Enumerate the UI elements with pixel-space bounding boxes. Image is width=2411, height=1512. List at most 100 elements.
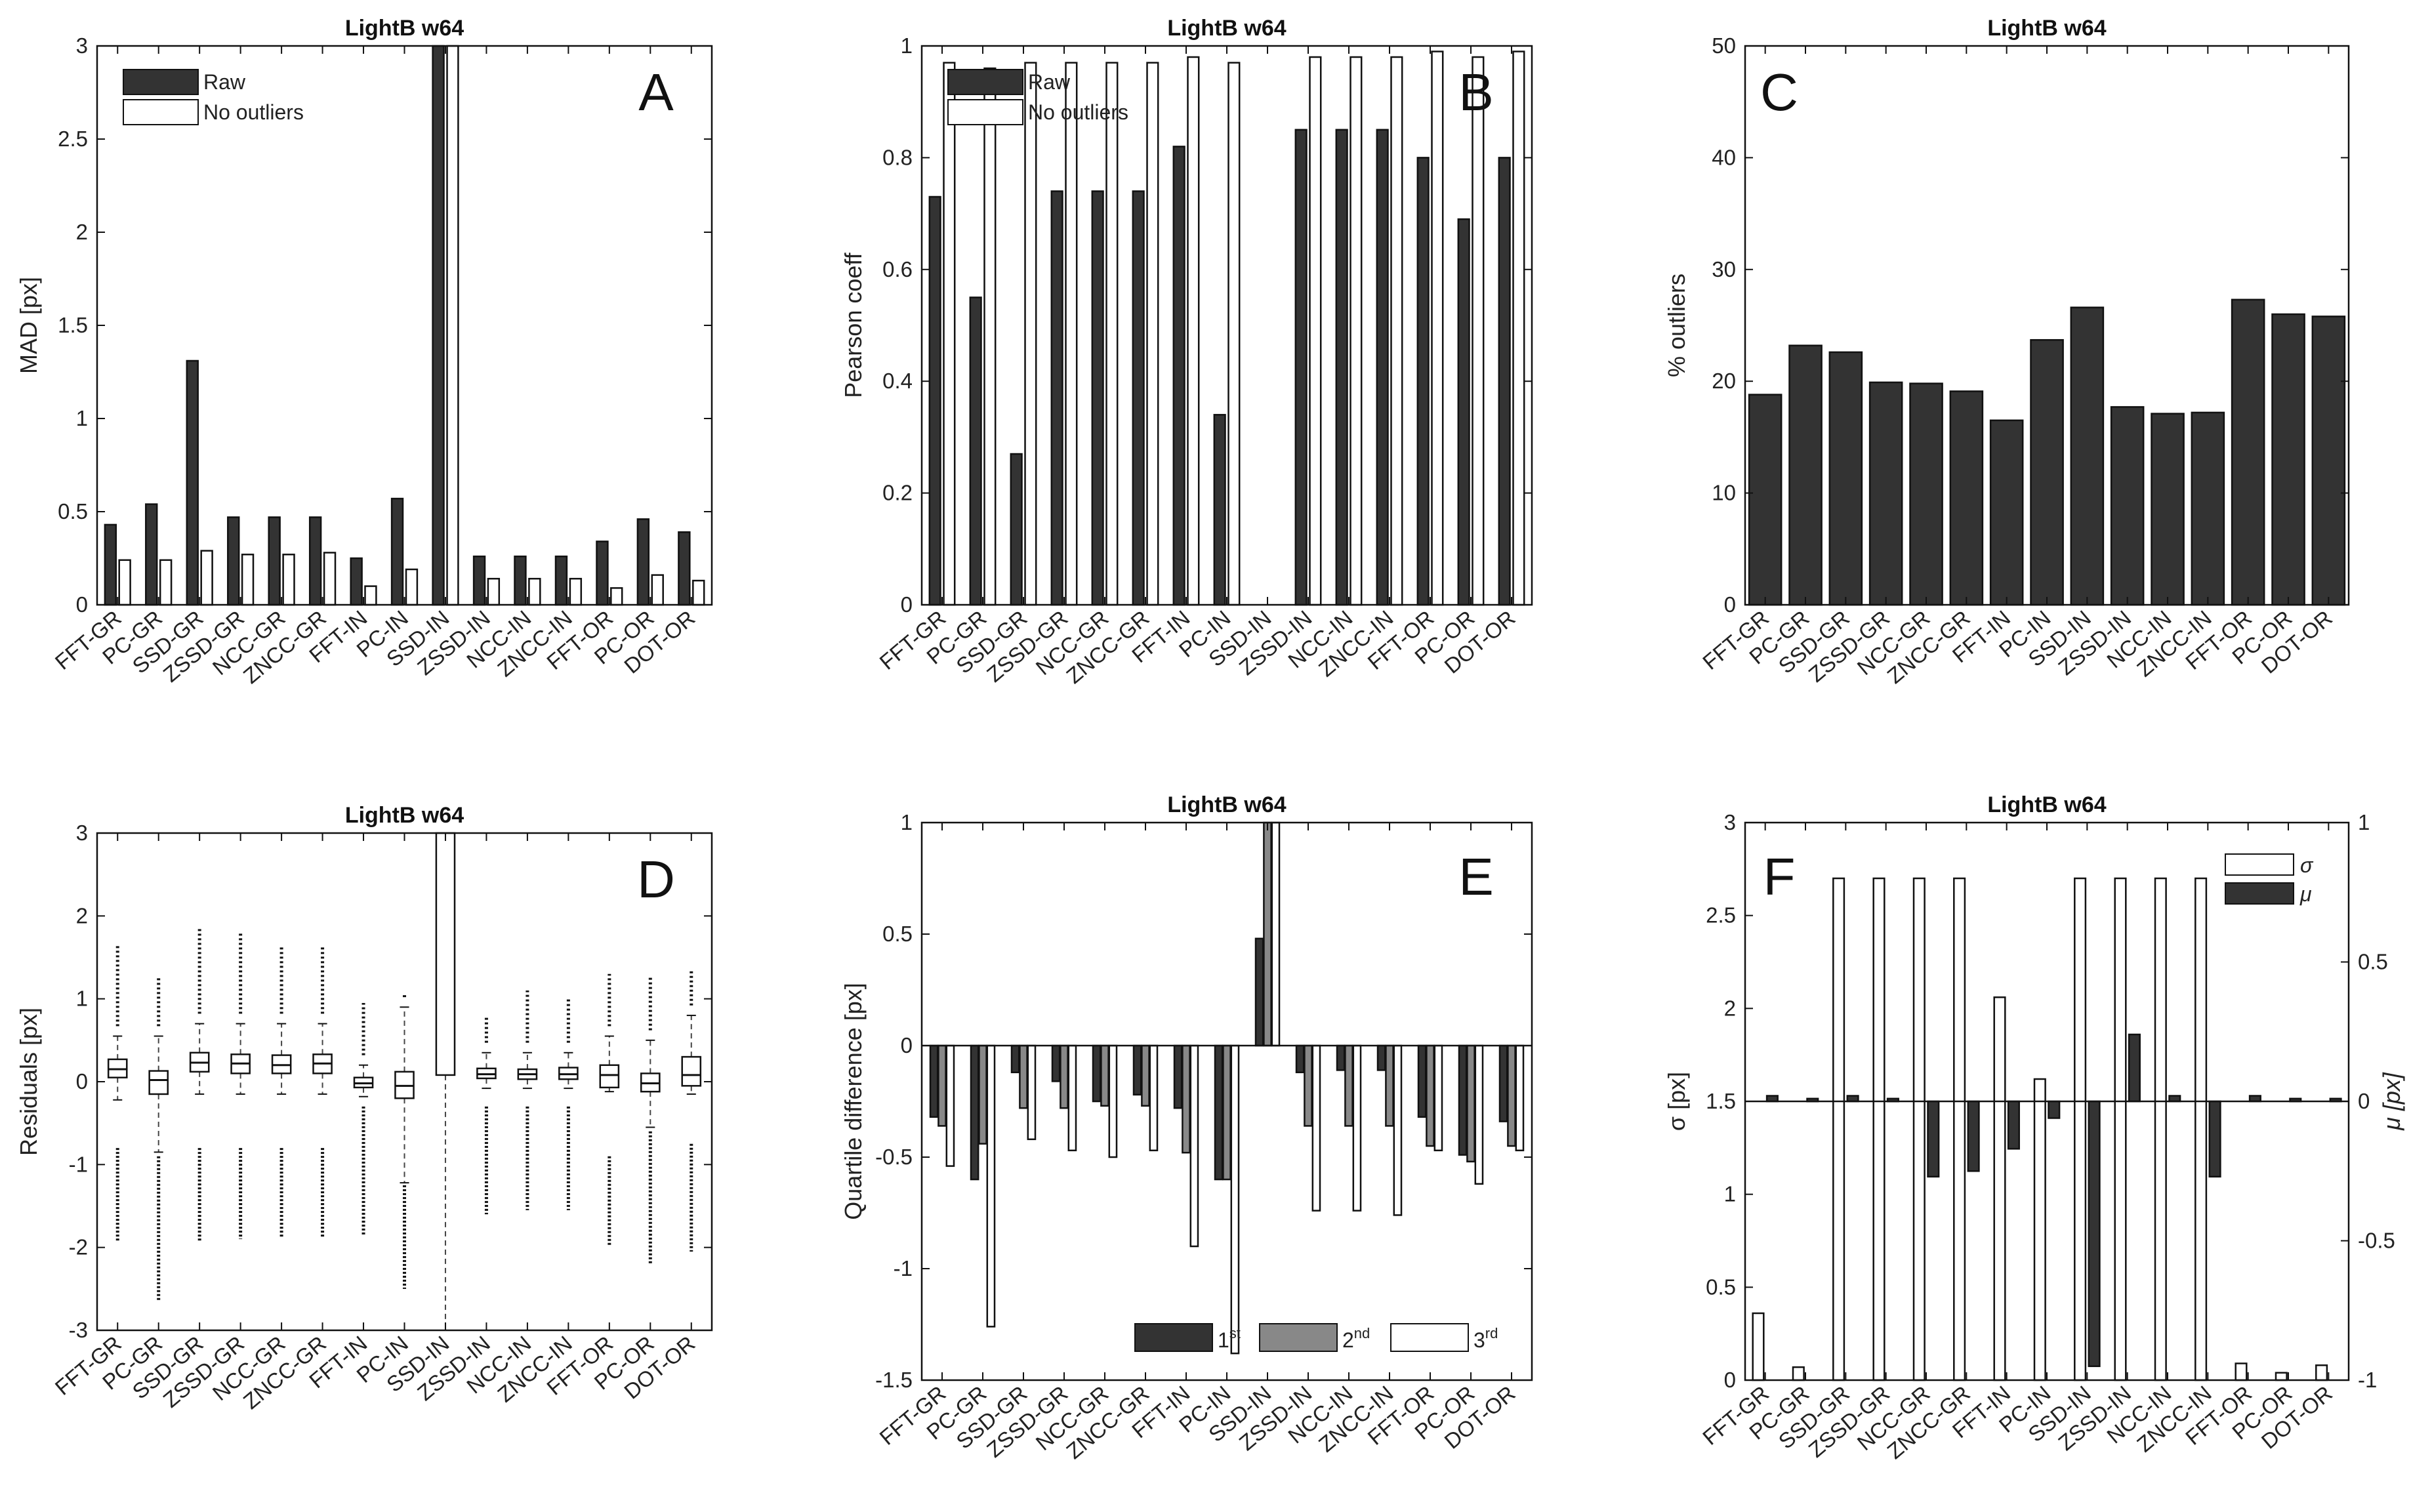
bar-nooutliers-fft-in [1187,56,1200,606]
bar-1st-fft-gr [929,1044,939,1118]
legend-label-no-outliers: No outliers [203,100,304,124]
legend: Raw No outliers [123,69,304,125]
box-zncc-gr [312,945,333,1238]
legend-label-number: 2 [1342,1328,1354,1352]
y-tick-label: 3 [1724,810,1736,834]
bar-2nd-dot-or [1507,1044,1516,1147]
y-axis: -3 -2 -1 0 1 2 3 [69,821,712,1342]
bar-2nd-fft-in [1182,1044,1191,1154]
bar-1st-zssd-in [1295,1044,1305,1074]
legend-label-suffix: nd [1354,1325,1370,1341]
y-tick-label: 2 [76,903,88,928]
bar-raw-zncc-in [1376,129,1389,606]
y-tick-label: 20 [1712,369,1736,393]
y-tick-label: 0.6 [882,257,913,281]
bar-1st-ncc-in [1336,1044,1346,1071]
legend-swatch-sigma [2225,853,2294,876]
bar-3rd-fft-gr [945,1044,955,1167]
box-ssd-gr [189,928,210,1241]
bar-2nd-fft-gr [938,1044,947,1127]
bar-2nd-pc-gr [978,1044,987,1145]
data-marks [1745,877,2349,1381]
box-fft-or [599,973,620,1245]
bar-3rd-ssd-in [1271,821,1281,1047]
bar--zncc-in [2195,877,2208,1381]
bar-raw-pc-in [1213,414,1226,606]
bar-outliers-zncc-in [2191,411,2225,606]
bar-outliers-ssd-in [2070,306,2105,606]
box-dot-or [681,970,702,1252]
bar-nooutliers-ssd-in [446,45,459,606]
legend-label-3rd: 3rd [1473,1325,1498,1352]
bar--pc-in [2033,1078,2046,1381]
bar-raw-zncc-in [554,555,568,606]
bar-raw-pc-gr [145,503,158,606]
bar-nooutliers-fft-in [364,585,377,606]
bar--fft-or [2248,1095,2261,1103]
bar--fft-in [2007,1100,2020,1150]
bar--ncc-gr [1927,1100,1940,1178]
bar-1st-zncc-gr [1132,1044,1142,1096]
y-tick-label: -1 [894,1256,913,1280]
y-tick-label-right: 0.5 [2358,950,2388,974]
box-ssd-in [435,832,456,1330]
y-tick-label: 30 [1712,257,1736,281]
bar-nooutliers-ncc-in [1350,56,1363,606]
bar-3rd-zssd-gr [1067,1044,1077,1152]
legend-swatch-1st [1134,1323,1213,1352]
y-tick-label: 0 [76,1069,88,1093]
bar-3rd-zssd-in [1311,1044,1321,1212]
y-tick-label: 1 [76,987,88,1011]
y-tick-label-right: -0.5 [2358,1229,2395,1253]
bar--fft-in [1993,996,2006,1381]
y-tick-label: 1 [76,406,88,430]
bar--zssd-in [2128,1033,2141,1103]
bar-nooutliers-zncc-gr [1146,62,1159,606]
y-axis-label: % outliers [1663,274,1690,377]
bar-3rd-fft-in [1189,1044,1199,1248]
y-tick-label: 0.5 [882,922,913,946]
bar-1st-ssd-gr [1010,1044,1020,1074]
legend-swatch-raw [947,69,1023,95]
box-body [599,1064,620,1089]
plot-area [922,46,1532,605]
bar-nooutliers-fft-or [1431,51,1444,606]
bar--pc-in [2048,1100,2061,1119]
box-body [435,832,456,1076]
chart-title: LightB w64 [1167,792,1286,817]
panel-letter: D [637,850,675,909]
bar-2nd-zncc-gr [1141,1044,1150,1107]
bar-outliers-pc-in [2030,338,2064,606]
box-zncc-in [558,998,579,1210]
y-tick-label-right: 1 [2358,810,2370,834]
bar-3rd-ssd-gr [1027,1044,1037,1141]
box-body [148,1070,169,1095]
bar-raw-zncc-gr [308,516,322,606]
panel-letter: A [638,63,674,121]
chart-title: LightB w64 [1987,16,2106,41]
legend-label-1st: 1st [1218,1325,1241,1352]
y-tick-label: 2.5 [1706,903,1736,928]
y-tick-label: 0.4 [882,369,913,393]
bar--pc-gr [1792,1366,1805,1381]
bar--ncc-in [2168,1095,2181,1103]
y-tick-label: 0 [1724,1368,1736,1392]
bar--zncc-gr [1953,877,1966,1381]
chart-title: LightB w64 [1167,16,1286,41]
bar-1st-zssd-gr [1051,1044,1061,1082]
box-fft-gr [107,945,128,1241]
y-tick-label: 3 [76,821,88,845]
bar--ssd-gr [1832,877,1845,1381]
bar-nooutliers-ssd-gr [1024,62,1037,606]
bar-3rd-pc-in [1230,1044,1240,1355]
bar-nooutliers-ncc-gr [1105,62,1119,606]
bar--dot-or [2315,1364,2328,1381]
bar-outliers-dot-or [2311,316,2346,606]
bar-2nd-ssd-gr [1019,1044,1028,1109]
legend-label-sigma: σ [2300,853,2314,877]
legend-swatch-no-outliers [123,99,199,125]
bar-nooutliers-pc-or [1472,56,1485,606]
y-tick-label: 0.2 [882,481,913,505]
bar-raw-ssd-gr [1010,453,1023,606]
